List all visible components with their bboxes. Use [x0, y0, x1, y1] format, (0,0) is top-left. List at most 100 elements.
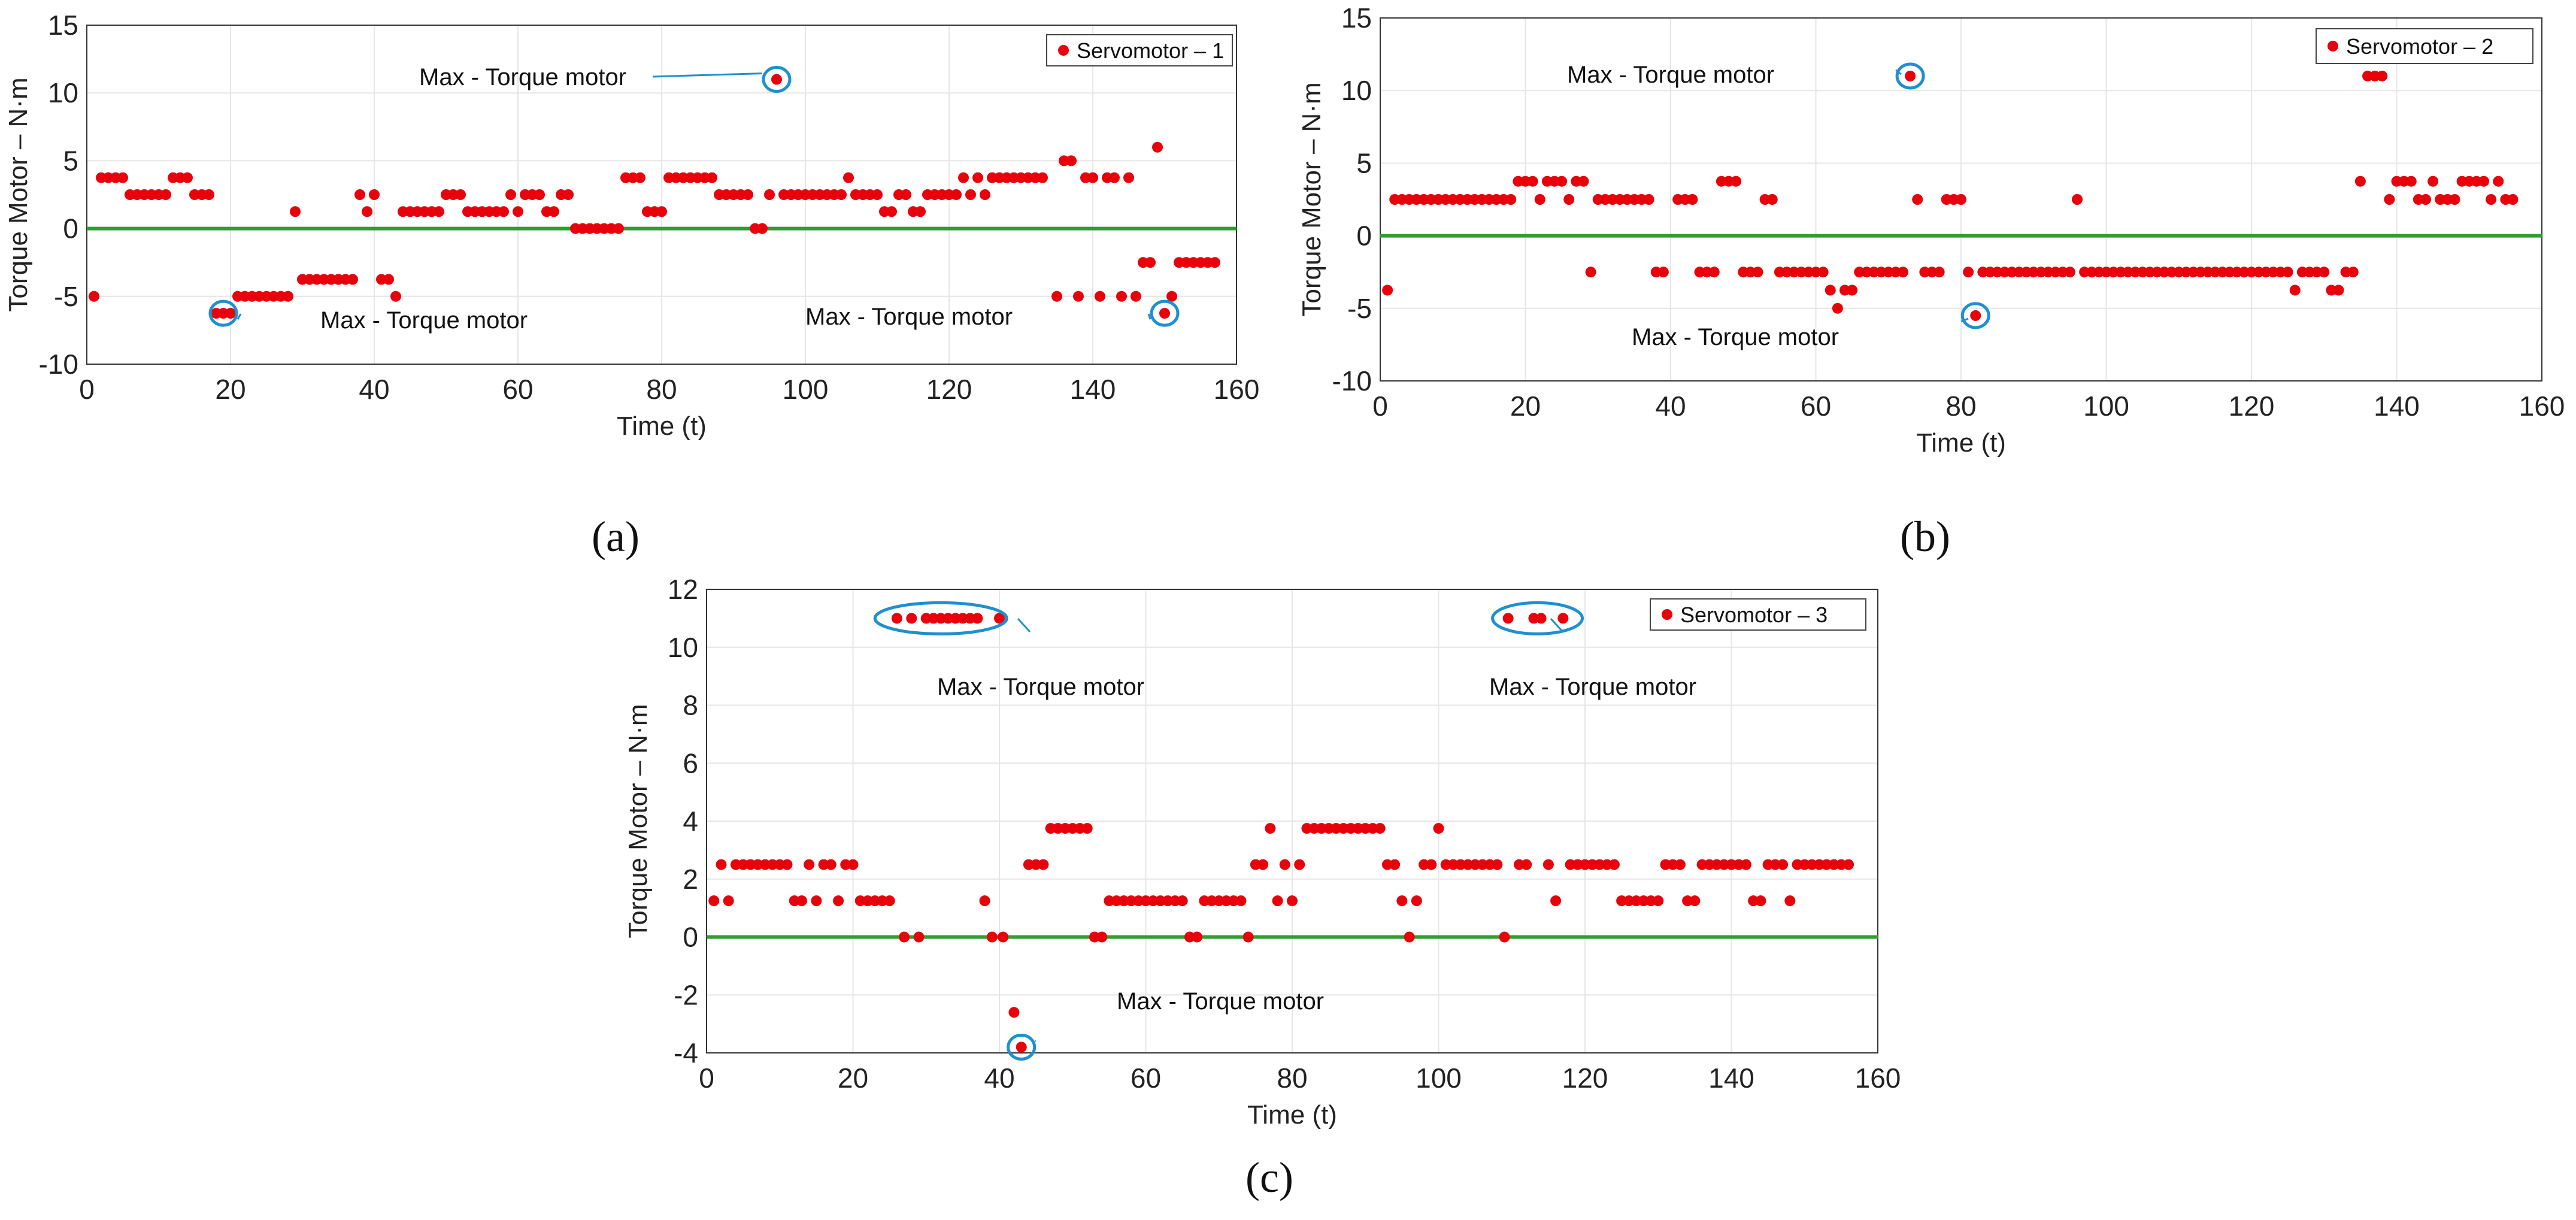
data-point: [1817, 267, 1829, 278]
data-point: [1096, 931, 1108, 943]
data-point: [1535, 613, 1547, 624]
data-point: [891, 613, 902, 624]
max-highlight-ring: [762, 66, 792, 93]
y-tick-label: 0: [1356, 220, 1372, 252]
annotation-label: Max - Torque motor: [419, 64, 626, 90]
x-tick-label: 80: [646, 374, 677, 405]
data-point: [455, 189, 466, 200]
axes-frame: [86, 25, 1237, 365]
data-point: [1287, 895, 1298, 907]
annotation-label: Max - Torque motor: [805, 304, 1013, 330]
data-point: [1643, 194, 1654, 205]
data-point: [2333, 284, 2344, 296]
data-point: [836, 189, 847, 200]
data-point: [1653, 895, 1664, 907]
data-point: [958, 172, 969, 183]
y-tick-label: 15: [48, 10, 78, 41]
data-point: [1411, 895, 1422, 907]
data-point: [1073, 290, 1084, 302]
annotation-label: Max - Torque motor: [1567, 62, 1774, 88]
max-highlight-ring: [1895, 62, 1925, 90]
data-point: [972, 172, 983, 183]
data-point: [781, 859, 793, 870]
data-point: [1265, 823, 1276, 834]
data-point: [1847, 284, 1858, 296]
data-point: [117, 172, 128, 183]
data-point: [563, 189, 574, 200]
legend-label: Servomotor – 3: [1680, 603, 1828, 627]
y-tick-label: 2: [683, 864, 698, 895]
y-tick-label: 12: [668, 574, 698, 605]
annotation-arrow: [652, 72, 763, 78]
data-point: [1382, 284, 1393, 296]
data-point: [872, 189, 883, 200]
data-point: [513, 206, 523, 217]
data-point: [548, 206, 559, 217]
annotation-arrow: [1550, 617, 1564, 633]
x-tick-label: 20: [1510, 390, 1541, 422]
data-point: [1898, 267, 1908, 278]
data-point: [1499, 931, 1510, 943]
data-point: [901, 189, 911, 200]
legend-marker: [2328, 41, 2338, 52]
x-tick-label: 40: [359, 374, 389, 405]
data-point: [1563, 194, 1575, 205]
data-point: [716, 859, 727, 870]
data-point: [1166, 290, 1177, 302]
data-point: [1766, 194, 1778, 205]
data-point: [1557, 613, 1569, 624]
legend-marker: [1058, 45, 1069, 56]
data-point: [2420, 194, 2431, 205]
x-tick-label: 20: [215, 374, 246, 405]
data-point: [1578, 175, 1589, 187]
data-point: [2405, 175, 2417, 187]
data-point: [1752, 267, 1763, 278]
data-point: [1279, 859, 1290, 870]
axes-frame: [706, 589, 1878, 1054]
data-point: [811, 895, 822, 907]
y-tick-label: 5: [63, 145, 78, 176]
y-tick-label: -2: [674, 979, 698, 1010]
x-tick-label: 80: [1277, 1062, 1307, 1094]
annotation-arrow: [1017, 617, 1031, 633]
data-point: [1396, 895, 1408, 907]
x-tick-label: 100: [783, 374, 829, 405]
data-point: [708, 895, 720, 907]
data-point: [2507, 194, 2519, 205]
data-point: [980, 189, 990, 200]
x-tick-label: 120: [926, 374, 972, 405]
data-point: [1843, 859, 1854, 870]
max-highlight-ring: [873, 601, 1008, 635]
data-point: [1294, 859, 1305, 870]
y-tick-label: 0: [683, 922, 698, 953]
data-point: [347, 274, 358, 285]
max-highlight-ring: [1960, 302, 1990, 329]
data-point: [1272, 895, 1283, 907]
data-point: [979, 895, 990, 907]
data-point: [1657, 267, 1669, 278]
data-point: [1689, 895, 1701, 907]
annotation-arrow: [1895, 69, 1902, 75]
data-point: [1585, 267, 1596, 278]
data-point: [1731, 175, 1742, 187]
x-tick-label: 60: [1131, 1062, 1161, 1094]
data-point: [283, 290, 293, 302]
data-point: [2449, 194, 2460, 205]
data-point: [899, 931, 910, 943]
max-highlight-ring: [1007, 1033, 1037, 1061]
data-point: [434, 206, 444, 217]
data-point: [635, 172, 645, 183]
annotation-arrow: [1147, 313, 1151, 320]
x-axis-label: Time (t): [617, 411, 707, 441]
data-point: [1832, 302, 1843, 314]
data-point: [833, 895, 844, 907]
data-point: [1257, 859, 1269, 870]
data-point: [1038, 859, 1049, 870]
data-point: [1389, 859, 1401, 870]
annotation-arrow: [1960, 317, 1969, 323]
data-point: [847, 859, 859, 870]
max-highlight-ring: [1491, 601, 1584, 635]
data-point: [1081, 823, 1093, 834]
y-tick-label: 8: [683, 690, 698, 721]
data-point: [915, 206, 926, 217]
